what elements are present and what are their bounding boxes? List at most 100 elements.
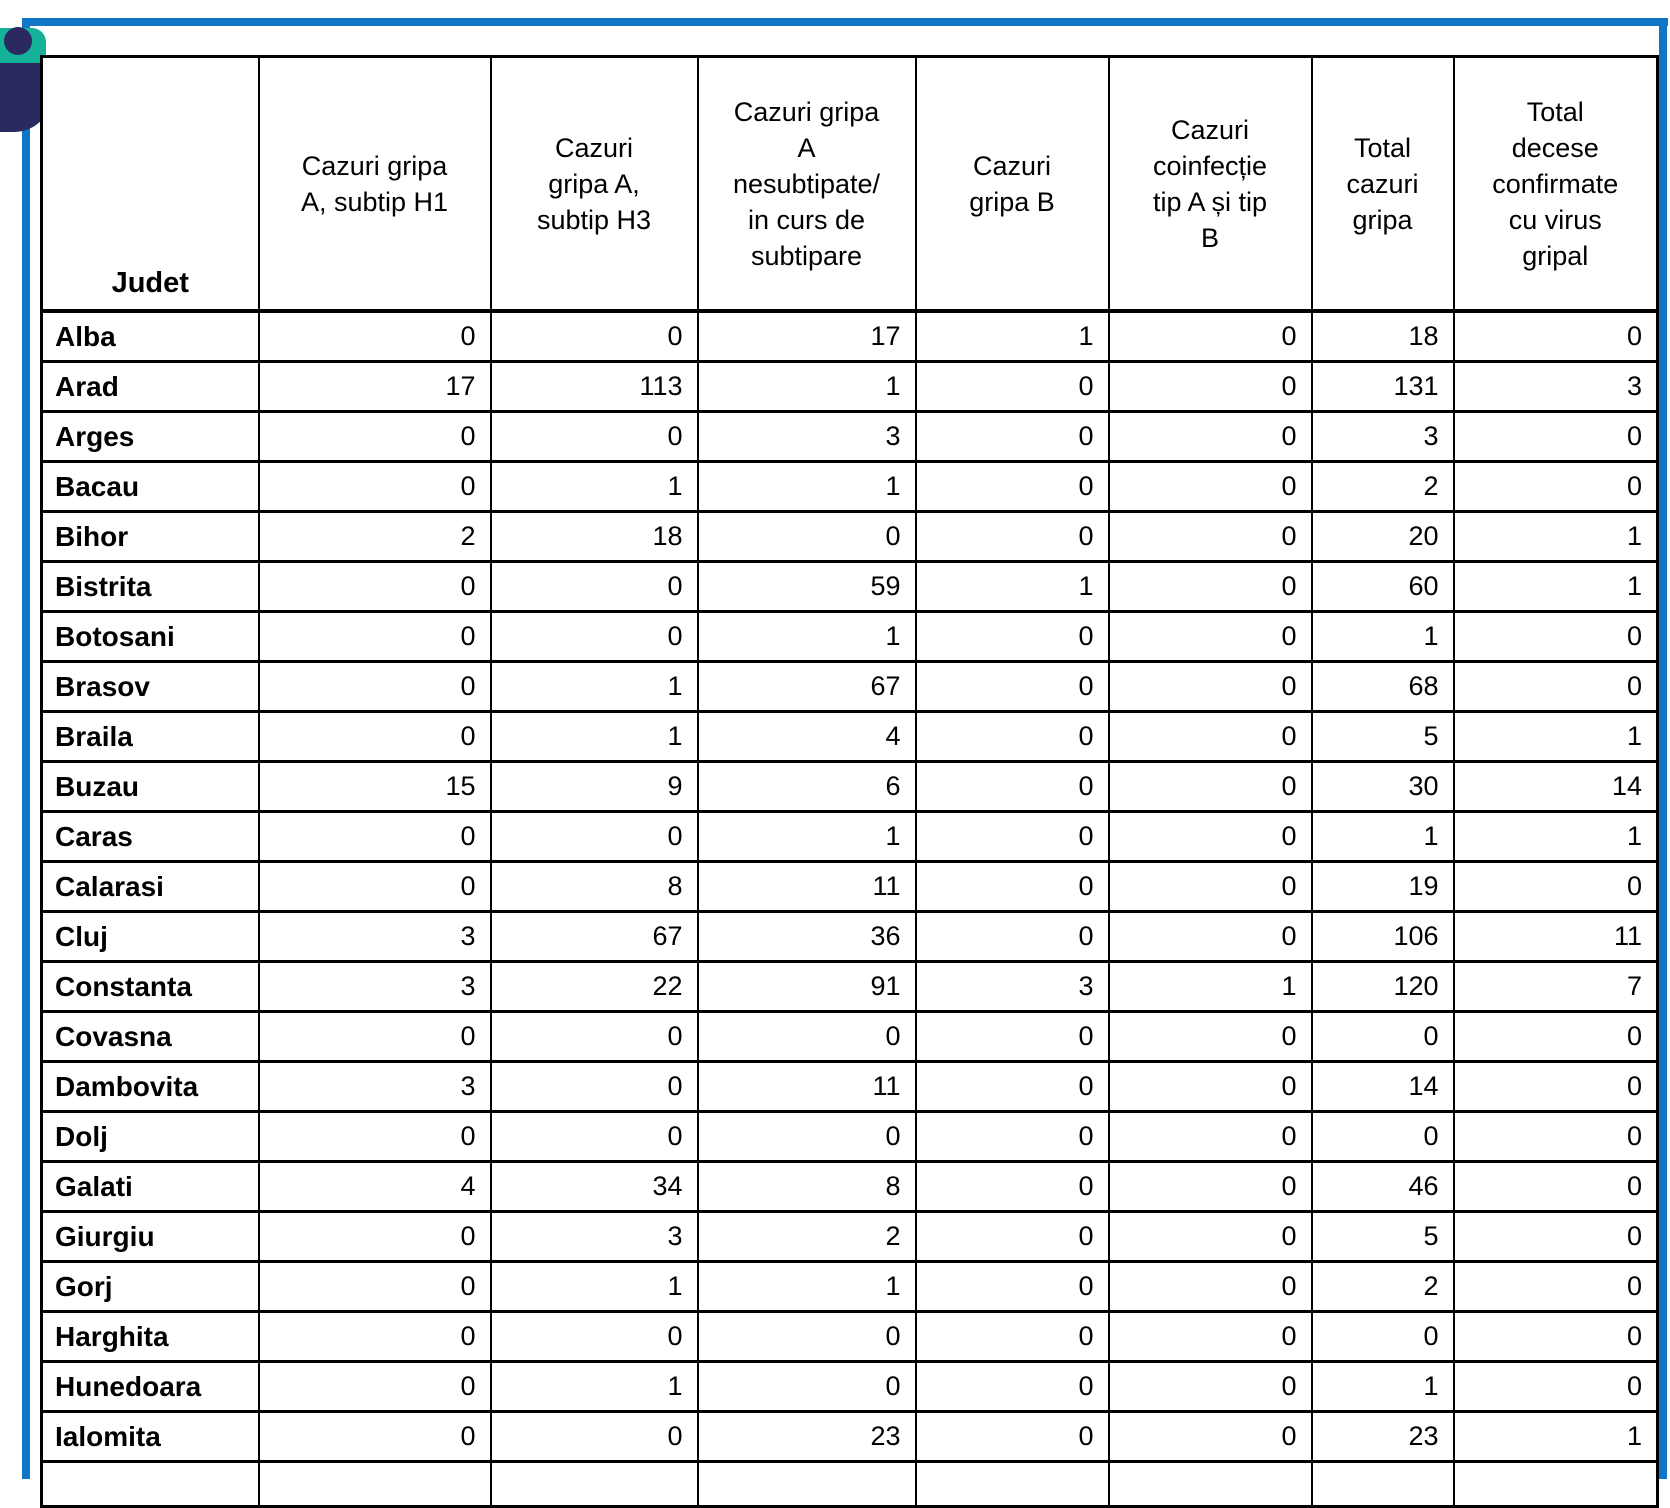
value-cell: 9 [489, 760, 699, 813]
county-cell: Bacau [40, 460, 260, 513]
value-cell: 0 [489, 810, 699, 863]
value-cell: 0 [696, 1010, 917, 1063]
value-cell: 15 [257, 760, 492, 813]
table-row: Constanta 3 22 91 3 1 120 7 [40, 960, 1659, 1013]
value-cell: 36 [696, 910, 917, 963]
table-row-partial [40, 1460, 1659, 1508]
value-cell: 1 [914, 309, 1110, 363]
value-cell: 0 [914, 860, 1110, 913]
value-cell: 0 [1107, 560, 1313, 613]
value-cell: 0 [489, 410, 699, 463]
value-cell: 0 [257, 560, 492, 613]
table-row: Bacau 0 1 1 0 0 2 0 [40, 460, 1659, 513]
value-cell: 6 [696, 760, 917, 813]
table-row: Cluj 3 67 36 0 0 106 11 [40, 910, 1659, 963]
value-cell: 1 [489, 1260, 699, 1313]
county-cell: Caras [40, 810, 260, 863]
value-cell: 0 [1452, 1360, 1659, 1413]
value-cell: 0 [489, 1310, 699, 1363]
value-cell: 5 [1310, 1210, 1455, 1263]
value-cell: 17 [257, 360, 492, 413]
value-cell: 0 [1452, 1160, 1659, 1213]
value-cell: 0 [489, 1060, 699, 1113]
value-cell: 3 [489, 1210, 699, 1263]
value-cell: 0 [914, 1010, 1110, 1063]
value-cell: 0 [914, 1110, 1110, 1163]
table-row: Botosani 0 0 1 0 0 1 0 [40, 610, 1659, 663]
value-cell: 0 [257, 1360, 492, 1413]
value-cell: 0 [257, 460, 492, 513]
value-cell: 2 [696, 1210, 917, 1263]
value-cell: 0 [1107, 510, 1313, 563]
value-cell: 1 [696, 460, 917, 513]
county-cell: Constanta [40, 960, 260, 1013]
value-cell: 0 [1107, 860, 1313, 913]
value-cell: 0 [1452, 1260, 1659, 1313]
table-row: Giurgiu 0 3 2 0 0 5 0 [40, 1210, 1659, 1263]
value-cell: 0 [1107, 760, 1313, 813]
column-header-gripa-a-h3: Cazuri gripa A, subtip H3 [489, 55, 699, 313]
table-row: Bihor 2 18 0 0 0 20 1 [40, 510, 1659, 563]
value-cell: 0 [1452, 460, 1659, 513]
county-cell: Buzau [40, 760, 260, 813]
value-cell: 8 [696, 1160, 917, 1213]
value-cell: 0 [914, 610, 1110, 663]
value-cell: 0 [1107, 660, 1313, 713]
value-cell: 0 [489, 1410, 699, 1463]
value-cell: 1 [696, 810, 917, 863]
value-cell: 22 [489, 960, 699, 1013]
table-row: Braila 0 1 4 0 0 5 1 [40, 710, 1659, 763]
value-cell: 91 [696, 960, 917, 1013]
value-cell: 4 [696, 710, 917, 763]
value-cell: 1 [1452, 1410, 1659, 1463]
value-cell: 0 [914, 660, 1110, 713]
value-cell: 0 [914, 760, 1110, 813]
table-row: Buzau 15 9 6 0 0 30 14 [40, 760, 1659, 813]
value-cell: 0 [1452, 1210, 1659, 1263]
table-row: Dambovita 3 0 11 0 0 14 0 [40, 1060, 1659, 1113]
value-cell: 1 [1452, 560, 1659, 613]
value-cell: 3 [257, 1060, 492, 1113]
county-cell: Arges [40, 410, 260, 463]
value-cell: 8 [489, 860, 699, 913]
value-cell: 0 [489, 610, 699, 663]
value-cell: 0 [1452, 410, 1659, 463]
value-cell: 20 [1310, 510, 1455, 563]
table-row: Bistrita 0 0 59 1 0 60 1 [40, 560, 1659, 613]
table-row: Harghita 0 0 0 0 0 0 0 [40, 1310, 1659, 1363]
value-cell: 1 [1310, 1360, 1455, 1413]
value-cell: 0 [1107, 1110, 1313, 1163]
value-cell: 30 [1310, 760, 1455, 813]
value-cell: 0 [489, 1010, 699, 1063]
value-cell: 0 [1107, 309, 1313, 363]
value-cell: 0 [696, 1310, 917, 1363]
column-header-gripa-b: Cazuri gripa B [914, 55, 1110, 313]
value-cell: 0 [1452, 860, 1659, 913]
table-header: Judet Cazuri gripa A, subtip H1 Cazuri g… [40, 55, 1659, 313]
value-cell: 0 [1107, 1360, 1313, 1413]
county-cell: Bistrita [40, 560, 260, 613]
value-cell: 0 [1107, 1260, 1313, 1313]
value-cell: 0 [1452, 610, 1659, 663]
county-cell: Dolj [40, 1110, 260, 1163]
value-cell: 0 [257, 1010, 492, 1063]
value-cell: 2 [257, 510, 492, 563]
value-cell: 0 [489, 309, 699, 363]
value-cell: 0 [257, 710, 492, 763]
value-cell: 0 [1452, 1110, 1659, 1163]
county-cell: Harghita [40, 1310, 260, 1363]
value-cell: 0 [489, 560, 699, 613]
value-cell: 67 [489, 910, 699, 963]
value-cell: 0 [914, 1410, 1110, 1463]
logo-dot-icon [4, 27, 32, 55]
value-cell: 0 [1107, 810, 1313, 863]
value-cell: 60 [1310, 560, 1455, 613]
table-row: Dolj 0 0 0 0 0 0 0 [40, 1110, 1659, 1163]
column-header-gripa-a-nesubtipate: Cazuri gripa A nesubtipate/ in curs de s… [696, 55, 917, 313]
value-cell: 0 [914, 460, 1110, 513]
value-cell: 19 [1310, 860, 1455, 913]
value-cell: 1 [696, 610, 917, 663]
value-cell: 0 [257, 860, 492, 913]
page-border-top [22, 18, 1668, 26]
value-cell: 0 [489, 1110, 699, 1163]
